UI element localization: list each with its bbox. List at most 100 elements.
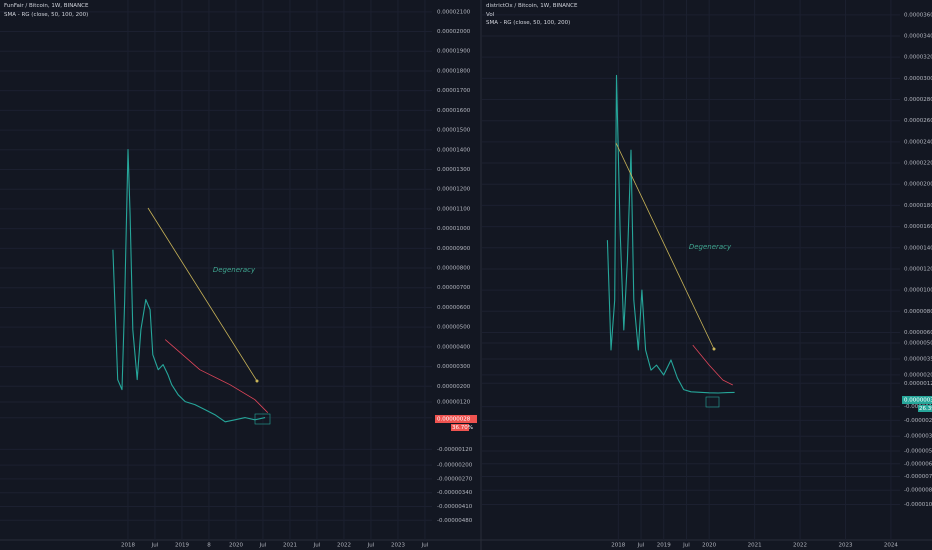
x-tick-label: Jul bbox=[259, 543, 267, 549]
y-tick-label: 0.00001400 bbox=[904, 245, 932, 251]
x-tick-label: Jul bbox=[682, 543, 690, 549]
grid bbox=[0, 0, 900, 540]
y-tick-label: 0.00000600 bbox=[437, 305, 471, 311]
y-tick-label: -0.00000340 bbox=[437, 490, 473, 496]
y-tick-label: 0.00000600 bbox=[904, 330, 932, 336]
y-tick-label: 0.00000400 bbox=[437, 344, 471, 350]
y-tick-label: 0.00002400 bbox=[904, 139, 932, 145]
x-tick-label: 2018 bbox=[121, 543, 135, 549]
last-price-tag bbox=[902, 396, 932, 404]
y-tick-label: -0.00000120 bbox=[437, 447, 473, 453]
y-tick-label: 0.00002800 bbox=[904, 97, 932, 103]
y-tick-label: -0.00000480 bbox=[437, 518, 473, 524]
x-tick-label: 2020 bbox=[229, 543, 243, 549]
y-tick-label: 0.00001600 bbox=[904, 224, 932, 230]
x-tick-label: 2023 bbox=[838, 543, 852, 549]
y-tick-label: 0.00001300 bbox=[437, 167, 471, 173]
right-title: districtOx / Bitcoin, 1W, BINANCE bbox=[486, 3, 578, 9]
y-tick-label: -0.00000230 bbox=[904, 418, 932, 424]
labels: 0.00002100 0.00002000 0.00001900 0.00001800… bbox=[121, 9, 932, 549]
y-tick-label: -0.00000760 bbox=[904, 474, 932, 480]
change: 26.39% bbox=[919, 406, 932, 412]
y-tick-label: 0.00000200 bbox=[904, 372, 932, 378]
y-tick-label: 0.00003200 bbox=[904, 55, 932, 61]
x-tick-label: 2023 bbox=[391, 543, 405, 549]
x-tick-label: Jul bbox=[367, 543, 375, 549]
y-tick-label: 0.00000200 bbox=[437, 384, 471, 390]
x-tick-label: 2024 bbox=[884, 543, 898, 549]
change: 36.70% bbox=[452, 425, 473, 431]
x-tick-label: 2022 bbox=[337, 543, 351, 549]
y-tick-label: 0.00000500 bbox=[437, 325, 471, 331]
price-line bbox=[112, 149, 266, 423]
y-tick-label: 0.00000120 bbox=[437, 400, 471, 406]
y-tick-label: 0.00001900 bbox=[437, 49, 471, 55]
y-tick-label: 0.00001400 bbox=[437, 147, 471, 153]
trend-arrow bbox=[147, 207, 258, 382]
y-tick-label: 0.00002600 bbox=[904, 118, 932, 124]
y-tick-label: -0.00000200 bbox=[437, 463, 473, 469]
y-tick-label: 0.00000800 bbox=[437, 266, 471, 272]
left-title: FunFair / Bitcoin, 1W, BINANCE bbox=[4, 3, 89, 9]
x-tick-label: 2021 bbox=[283, 543, 297, 549]
change-tag bbox=[451, 424, 469, 431]
y-tick-label: 0.00003400 bbox=[904, 34, 932, 40]
selection-box bbox=[254, 413, 271, 425]
y-tick-label: 0.00001200 bbox=[904, 266, 932, 272]
annotation: Degeneracy bbox=[213, 266, 256, 274]
right-volume: Vol bbox=[486, 12, 495, 18]
y-tick-label: -0.00000640 bbox=[904, 461, 932, 467]
change-tag bbox=[918, 405, 932, 412]
y-tick-label: 0.00001800 bbox=[904, 203, 932, 209]
y-tick-label: 0.00000350 bbox=[904, 356, 932, 362]
x-tick-label: 2019 bbox=[657, 543, 671, 549]
y-tick-label: 0.00000700 bbox=[437, 285, 471, 291]
price-line bbox=[606, 74, 735, 394]
y-tick-label: 0.00000500 bbox=[904, 341, 932, 347]
x-tick-label: Jul bbox=[421, 543, 429, 549]
last-price: 0.00000028 bbox=[437, 417, 471, 423]
marks bbox=[112, 74, 735, 425]
y-tick-label: -0.00000520 bbox=[904, 449, 932, 455]
x-tick-label: 2022 bbox=[793, 543, 807, 549]
y-tick-label: 0.00003600 bbox=[904, 12, 932, 18]
y-tick-label: 0.00001800 bbox=[437, 68, 471, 74]
y-tick-label: 0.00001000 bbox=[437, 226, 471, 232]
y-tick-label: 0.00001700 bbox=[437, 88, 471, 94]
y-tick-label: -0.00000380 bbox=[904, 434, 932, 440]
y-tick-label: -0.00000410 bbox=[437, 504, 473, 510]
y-tick-label: 0.00000900 bbox=[437, 246, 471, 252]
moving-average-line bbox=[692, 344, 733, 386]
y-tick-label: 0.00000800 bbox=[904, 309, 932, 315]
x-tick-label: 2021 bbox=[748, 543, 762, 549]
x-tick-label: Jul bbox=[151, 543, 159, 549]
last-price-tag bbox=[435, 415, 477, 423]
right-indicator: SMA - RG (close, 50, 100, 200) bbox=[486, 20, 570, 26]
y-tick-label: -0.00000270 bbox=[437, 476, 473, 482]
y-tick-label: 0.00002000 bbox=[437, 29, 471, 35]
x-tick-label: 2018 bbox=[611, 543, 625, 549]
y-tick-label: -0.00001025 bbox=[904, 502, 932, 508]
y-tick-label: 0.00002100 bbox=[437, 9, 471, 15]
y-tick-label: 0.00002200 bbox=[904, 161, 932, 167]
x-tick-label: 2020 bbox=[702, 543, 716, 549]
y-tick-label: 0.00000300 bbox=[437, 364, 471, 370]
x-tick-label: 8 bbox=[207, 543, 211, 549]
x-tick-label: 2019 bbox=[175, 543, 189, 549]
selection-box bbox=[705, 396, 720, 408]
arrow-head bbox=[712, 347, 716, 351]
y-tick-label: 0.00001100 bbox=[437, 206, 471, 212]
annotation: Degeneracy bbox=[689, 243, 732, 251]
arrow-head bbox=[255, 379, 259, 383]
last-price: 0.00000034 bbox=[904, 398, 932, 404]
y-tick-label: 0.00001600 bbox=[437, 108, 471, 114]
x-tick-label: Jul bbox=[313, 543, 321, 549]
y-tick-label: 0.00002000 bbox=[904, 182, 932, 188]
y-tick-label: 0.00001500 bbox=[437, 128, 471, 134]
y-tick-label: -0.00000890 bbox=[904, 488, 932, 494]
trend-arrow bbox=[615, 142, 715, 350]
left-indicator: SMA - RG (close, 50, 100, 200) bbox=[4, 12, 88, 18]
moving-average-line bbox=[164, 339, 269, 413]
